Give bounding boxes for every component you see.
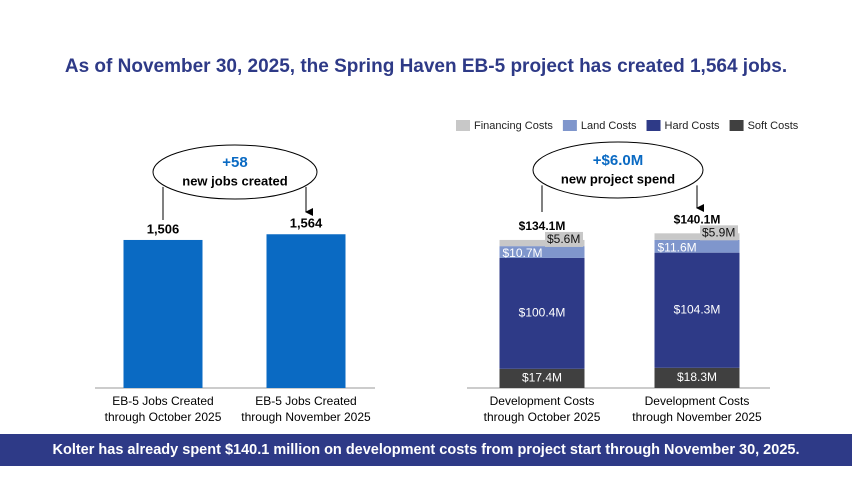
- bar: [266, 234, 346, 388]
- segment-label: $17.4M: [522, 371, 562, 385]
- headline: As of November 30, 2025, the Spring Have…: [64, 56, 788, 77]
- x-tick-label: EB-5 Jobs Created through November 2025: [241, 394, 371, 424]
- segment-label: $5.9M: [702, 226, 735, 240]
- legend-label: Financing Costs: [474, 120, 553, 132]
- legend-swatch: [562, 120, 577, 131]
- legend-label: Soft Costs: [748, 120, 799, 132]
- legend-label: Hard Costs: [665, 120, 721, 132]
- segment-label: $5.6M: [547, 232, 580, 246]
- segment-label: $104.3M: [674, 302, 721, 316]
- legend-swatch: [646, 120, 661, 131]
- legend-swatch: [456, 120, 470, 131]
- segment-label-box: [700, 225, 738, 241]
- x-tick-label: Development Costs through October 2025: [483, 394, 601, 424]
- segment-label-box: [545, 231, 583, 247]
- value-label: 1,506: [147, 221, 180, 236]
- total-label: $140.1M: [674, 213, 721, 227]
- bar-segment: [499, 246, 585, 258]
- annotation-text: new jobs created: [182, 173, 288, 188]
- bar-segment: [499, 368, 585, 388]
- annotation-ellipse: [532, 141, 704, 199]
- x-tick-label: Development Costs through November 2025: [632, 394, 762, 424]
- footer-banner: Kolter has already spent $140.1 million …: [0, 434, 852, 466]
- annotation-delta: +58: [222, 154, 247, 171]
- bar-segment: [654, 367, 740, 388]
- bar: [123, 239, 203, 388]
- legend-label: Land Costs: [581, 120, 637, 132]
- segment-label: $18.3M: [677, 370, 717, 384]
- legend-swatch: [729, 120, 744, 131]
- annotation-text: new project spend: [561, 171, 675, 186]
- bar-segment: [499, 239, 585, 247]
- annotation-delta: +$6.0M: [593, 152, 643, 169]
- segment-label: $10.7M: [503, 246, 543, 260]
- x-tick-label: EB-5 Jobs Created through October 2025: [104, 394, 222, 424]
- bar-segment: [654, 233, 740, 240]
- bar-segment: [654, 239, 740, 253]
- total-label: $134.1M: [519, 219, 566, 233]
- bar-segment: [654, 252, 740, 368]
- value-label: 1,564: [290, 216, 323, 231]
- segment-label: $11.6M: [658, 240, 697, 254]
- annotation-ellipse: [152, 144, 318, 200]
- bar-segment: [499, 257, 585, 369]
- segment-label: $100.4M: [519, 306, 566, 320]
